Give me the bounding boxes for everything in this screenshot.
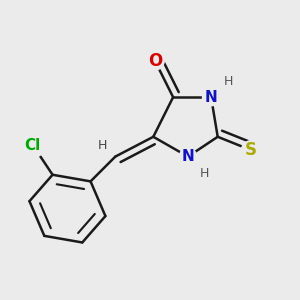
Circle shape: [179, 148, 197, 165]
Circle shape: [242, 141, 260, 159]
Text: Cl: Cl: [25, 137, 41, 152]
Text: H: H: [98, 139, 107, 152]
Text: H: H: [200, 167, 209, 180]
Circle shape: [202, 88, 220, 106]
Text: O: O: [148, 52, 162, 70]
Text: H: H: [224, 75, 233, 88]
Text: S: S: [245, 141, 257, 159]
Text: N: N: [205, 90, 218, 105]
Text: N: N: [182, 149, 194, 164]
Circle shape: [146, 52, 164, 70]
Circle shape: [20, 133, 45, 158]
